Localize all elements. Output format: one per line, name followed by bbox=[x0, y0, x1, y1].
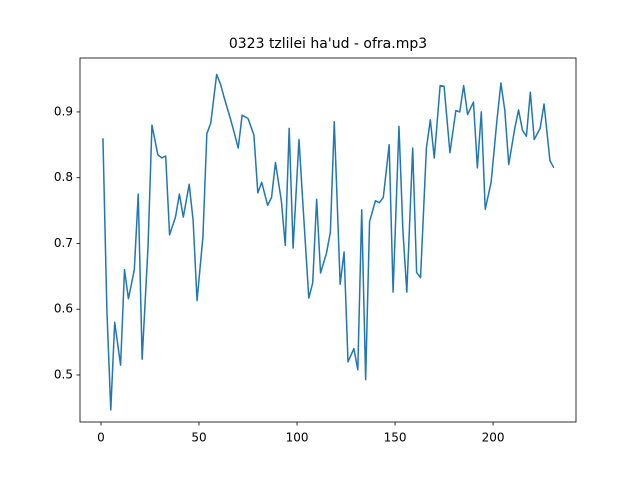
x-tick-label: 50 bbox=[191, 431, 206, 445]
chart-title: 0323 tzlilei ha'ud - ofra.mp3 bbox=[229, 36, 427, 52]
plot-frame bbox=[79, 57, 577, 423]
y-tick-label: 0.6 bbox=[54, 302, 73, 316]
data-line bbox=[102, 73, 555, 411]
y-tick-label: 0.9 bbox=[54, 104, 73, 118]
x-tick-label: 150 bbox=[384, 431, 407, 445]
y-tick-label: 0.8 bbox=[54, 170, 73, 184]
y-tick-label: 0.5 bbox=[54, 367, 73, 381]
x-tick-label: 100 bbox=[286, 431, 309, 445]
x-tick-label: 200 bbox=[482, 431, 505, 445]
x-tick-label: 0 bbox=[97, 431, 105, 445]
y-tick-label: 0.7 bbox=[54, 236, 73, 250]
